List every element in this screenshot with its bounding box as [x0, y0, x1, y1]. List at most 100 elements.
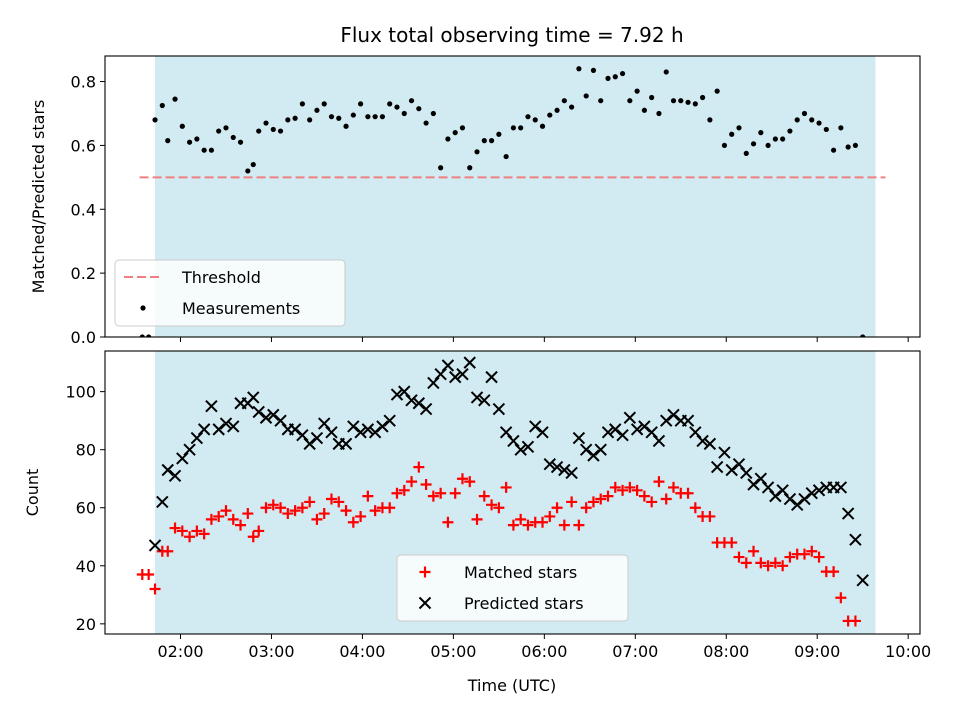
data-point	[595, 493, 607, 505]
data-point	[521, 440, 535, 453]
data-point	[184, 531, 196, 543]
data-point	[660, 414, 673, 427]
data-point	[198, 528, 210, 540]
y-tick-label: 40	[76, 557, 96, 576]
data-point	[208, 147, 215, 153]
data-point	[339, 437, 353, 451]
data-point	[289, 505, 301, 517]
data-point	[205, 513, 217, 525]
data-point	[296, 428, 309, 442]
data-point	[772, 136, 778, 142]
data-point	[743, 150, 749, 156]
data-point	[834, 481, 848, 494]
data-point	[365, 114, 371, 120]
data-point	[441, 359, 455, 372]
data-point	[398, 385, 411, 398]
data-point	[532, 117, 538, 123]
data-point	[670, 98, 677, 104]
legend-label: Predicted stars	[464, 594, 584, 613]
data-point	[423, 120, 429, 126]
data-point	[148, 539, 162, 552]
data-point	[172, 96, 178, 102]
legend-label: Matched stars	[464, 563, 577, 582]
data-point	[838, 125, 844, 131]
data-point	[630, 423, 644, 436]
data-point	[448, 370, 462, 384]
data-point	[689, 426, 702, 439]
data-point	[558, 519, 570, 531]
data-point	[682, 487, 694, 499]
data-point	[191, 525, 203, 537]
data-point	[841, 507, 855, 520]
data-point	[285, 117, 291, 123]
data-point	[253, 525, 265, 537]
data-point	[692, 101, 698, 107]
data-point	[362, 490, 374, 502]
data-point	[391, 487, 403, 499]
data-point	[529, 420, 542, 433]
data-point	[747, 478, 760, 491]
data-point	[835, 592, 847, 604]
data-point	[777, 560, 789, 572]
data-point	[201, 147, 207, 153]
data-point	[536, 426, 549, 439]
data-point	[653, 476, 665, 488]
y-tick-label: 100	[65, 383, 96, 402]
data-point	[325, 493, 337, 505]
data-point	[707, 117, 713, 123]
data-point	[223, 125, 229, 131]
data-point	[383, 414, 396, 427]
data-point	[156, 495, 169, 509]
data-point	[801, 110, 808, 117]
data-point	[663, 69, 669, 75]
data-point	[787, 128, 793, 134]
y-tick-label: 0.8	[71, 73, 96, 92]
data-point	[213, 510, 225, 522]
data-point	[355, 510, 367, 522]
x-axis-label: Time (UTC)	[467, 676, 556, 695]
data-point	[152, 117, 158, 123]
data-point	[427, 490, 439, 502]
data-point	[247, 531, 259, 543]
data-point	[813, 551, 825, 563]
data-point	[435, 487, 447, 499]
data-point	[275, 502, 287, 514]
data-point	[488, 138, 495, 144]
data-point	[569, 104, 575, 110]
count-panel: 20 40 60 80 100 02:00 03:00 04:00 05:00 06:00 07:0…	[23, 350, 931, 661]
data-point	[343, 123, 349, 129]
data-point	[852, 142, 859, 149]
data-point	[347, 420, 360, 433]
data-point	[318, 508, 330, 520]
data-point	[408, 98, 415, 104]
data-point	[721, 142, 728, 149]
data-point	[580, 502, 592, 514]
data-point	[464, 476, 476, 488]
data-point	[514, 443, 527, 456]
data-point	[551, 502, 563, 514]
data-point	[419, 402, 433, 416]
data-point	[624, 481, 636, 493]
data-point	[750, 141, 757, 147]
data-point	[565, 466, 578, 480]
series-measurements	[139, 66, 866, 337]
data-point	[303, 437, 316, 451]
data-point	[638, 420, 651, 433]
data-point	[503, 153, 509, 160]
data-point	[235, 519, 247, 531]
data-point	[794, 117, 800, 123]
data-point	[696, 434, 709, 448]
series-predicted-stars	[148, 356, 869, 587]
data-point	[646, 496, 658, 508]
data-point	[510, 125, 517, 131]
data-point	[623, 411, 637, 424]
data-point	[169, 522, 181, 534]
data-point	[740, 466, 753, 480]
data-point	[442, 516, 454, 528]
data-point	[601, 426, 615, 439]
data-point	[823, 126, 829, 133]
data-point	[463, 356, 476, 369]
data-point	[267, 408, 280, 422]
data-point	[420, 479, 432, 491]
data-point	[856, 574, 869, 587]
